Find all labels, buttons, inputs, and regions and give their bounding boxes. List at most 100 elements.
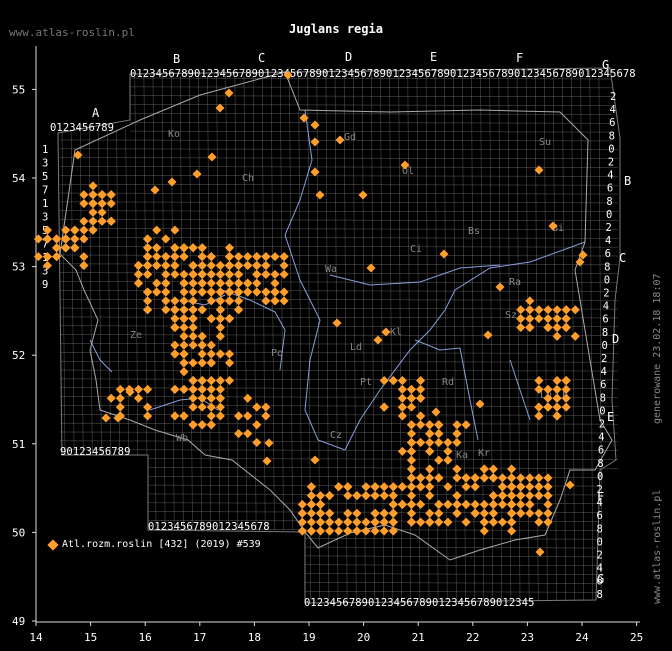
occurrence-dot [206, 287, 216, 297]
grid-digit-left: 1 [42, 144, 48, 156]
grid-digit-right: 2 [603, 288, 609, 300]
occurrence-dot [179, 269, 189, 279]
occurrence-dot [425, 446, 435, 456]
occurrence-dot [179, 322, 189, 332]
occurrence-dot [361, 491, 371, 501]
occurrence-dot [388, 508, 398, 518]
x-tick-label: 25 [630, 631, 643, 644]
grid-digit-right: 4 [607, 170, 613, 182]
grid-h [147, 458, 619, 460]
grid-h [59, 183, 619, 186]
occurrence-dot [188, 269, 198, 279]
occurrence-dot [325, 491, 335, 501]
occurrence-dot [170, 305, 180, 315]
occurrence-dot [88, 207, 98, 217]
region-code: Cz [330, 430, 342, 441]
occurrence-dot [534, 508, 544, 518]
occurrence-dot [488, 517, 498, 527]
occurrence-dot [352, 517, 362, 527]
grid-h [129, 130, 613, 133]
river-path [179, 294, 226, 306]
grid-h [304, 591, 601, 593]
grid-h [59, 254, 619, 257]
occurrence-dot [170, 225, 180, 235]
occurrence-dot [179, 358, 189, 368]
occurrence-dot [215, 322, 225, 332]
occurrence-dot [388, 482, 398, 492]
occurrence-dot [452, 508, 462, 518]
grid-h [59, 431, 619, 434]
occurrence-dot [215, 269, 225, 279]
occurrence-dot [534, 491, 544, 501]
grid-digit-right: 8 [597, 589, 603, 601]
grid-digit-right: 0 [604, 274, 610, 286]
occurrence-dot [507, 517, 517, 527]
grid-h [147, 467, 619, 469]
grid-digit-right: 0 [599, 405, 605, 417]
occurrence-dot [179, 314, 189, 324]
region-code: Gd [344, 132, 356, 143]
occurrence-dot [315, 491, 326, 501]
occurrence-dot [425, 491, 435, 501]
occurrence-dot [516, 482, 526, 492]
occurrence-dot [561, 305, 571, 315]
x-tick-label: 21 [412, 631, 425, 644]
occurrence-dot [224, 358, 235, 368]
x-tick-label: 22 [466, 631, 479, 644]
occurrence-dot [224, 296, 235, 306]
occurrence-dot [206, 314, 216, 324]
grid-h [59, 325, 619, 328]
occurrence-dot [516, 305, 526, 315]
occurrence-dot [552, 376, 562, 386]
grid-digit-right: 6 [605, 248, 611, 260]
grid-digit-right: 6 [598, 445, 604, 457]
occurrence-dot [535, 547, 545, 557]
grid-outline [57, 67, 621, 604]
occurrence-dot [570, 331, 580, 341]
x-tick-label: 14 [29, 631, 43, 644]
occurrence-dot [206, 393, 216, 403]
occurrence-dot [434, 437, 444, 448]
grid-h [59, 192, 619, 195]
occurrence-dot [452, 464, 462, 474]
occurrence-dot [315, 517, 326, 527]
occurrence-dot [97, 216, 107, 226]
occurrence-dot [179, 349, 189, 359]
grid-h [304, 582, 601, 584]
occurrence-dot [497, 499, 508, 509]
occurrence-dot [552, 411, 562, 421]
occurrence-dot [179, 384, 189, 394]
occurrence-dot [406, 437, 417, 448]
occurrence-dot [334, 482, 344, 492]
occurrence-dot [161, 234, 171, 244]
occurrence-dot [197, 243, 207, 253]
occurrence-dot [397, 499, 407, 509]
occurrence-dot [543, 305, 553, 315]
grid-digit-right: 0 [597, 536, 603, 548]
occurrence-dot [306, 517, 316, 527]
grid-h [59, 201, 619, 204]
occurrence-dot [197, 252, 207, 262]
occurrence-dot [188, 287, 198, 297]
occurrence-dot [543, 508, 553, 518]
occurrence-dot [543, 499, 553, 509]
occurrence-dot [252, 437, 262, 448]
occurrence-dot [525, 296, 535, 306]
grid-digit-left: 3 [42, 158, 48, 170]
occurrence-dot [543, 384, 553, 394]
grid-h [129, 86, 613, 89]
occurrence-dot [425, 464, 435, 474]
occurrence-dot [115, 393, 125, 403]
occurrence-dot [188, 340, 198, 350]
occurrence-dot [197, 331, 207, 341]
occurrence-dot [343, 508, 353, 518]
occurrence-dot [106, 199, 116, 209]
occurrence-dot [325, 517, 335, 527]
occurrence-dot [161, 287, 171, 297]
occurrence-dot [470, 482, 480, 492]
occurrence-dot [279, 296, 289, 306]
y-tick-label: 51 [12, 438, 25, 451]
occurrence-dot [297, 517, 307, 527]
occurrence-dot [507, 491, 517, 501]
